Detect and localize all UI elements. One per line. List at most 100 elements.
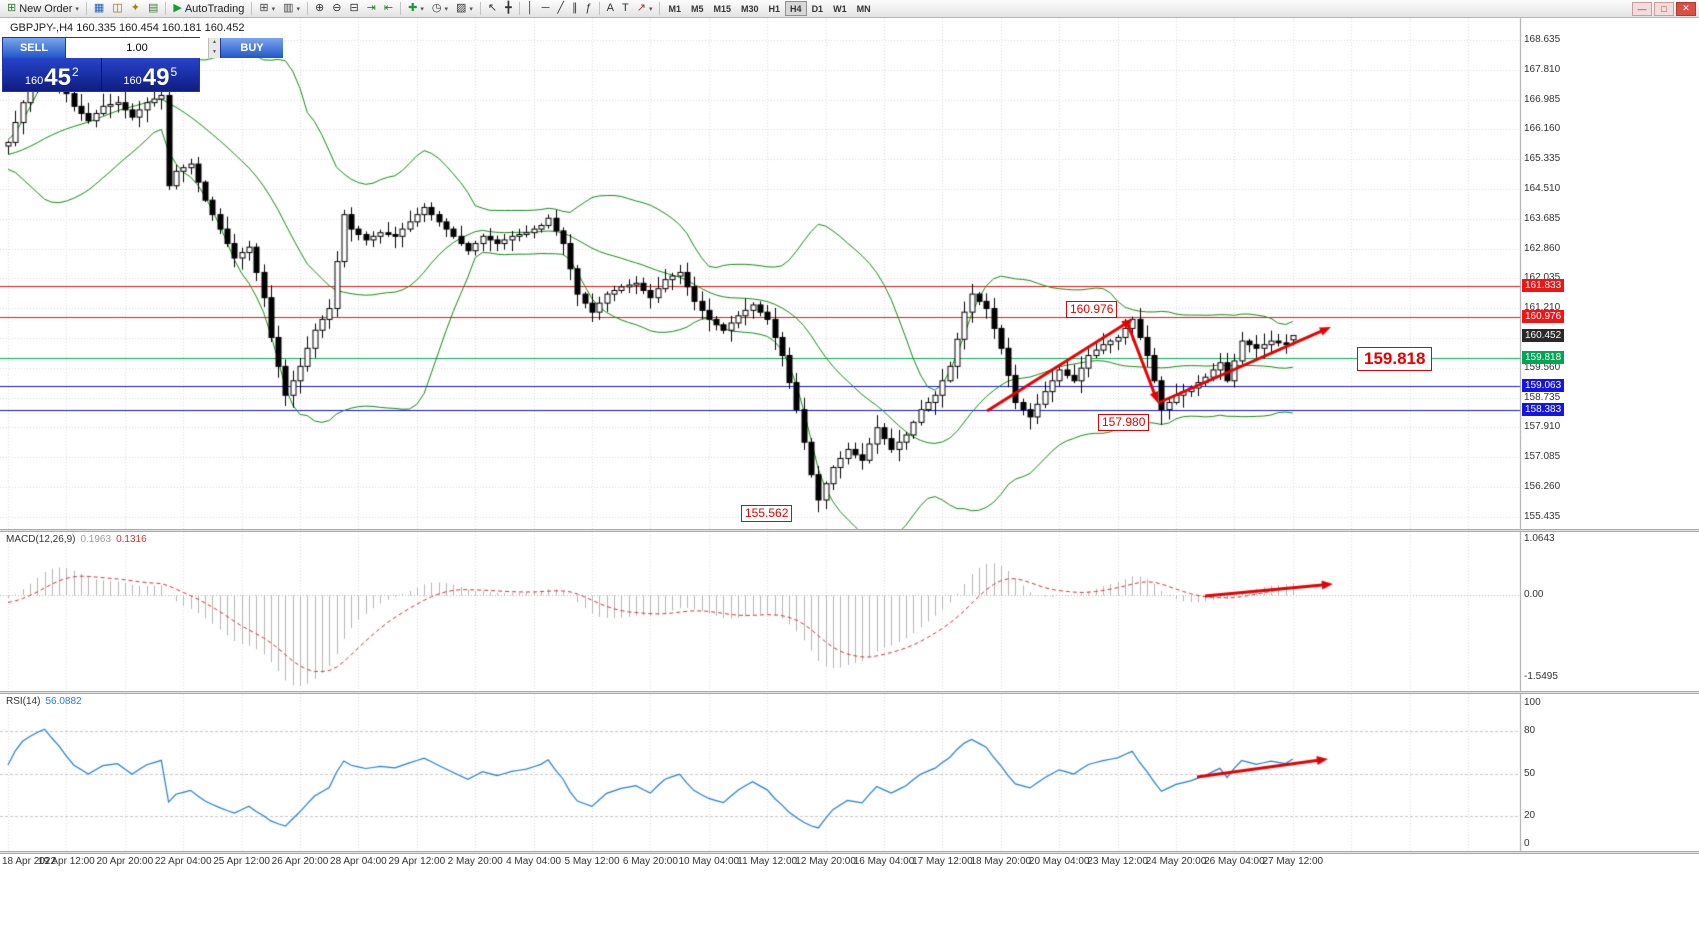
new-order-label: New Order bbox=[19, 2, 73, 15]
pane-separator-timeaxis[interactable] bbox=[0, 851, 1699, 854]
volume-increase-button[interactable]: ▲ bbox=[209, 38, 220, 48]
volume-spinbox: ▲ ▼ bbox=[65, 38, 221, 58]
timeframe-m30-button[interactable]: M30 bbox=[736, 1, 764, 16]
price-axis-label: 166.160 bbox=[1524, 123, 1561, 135]
chart-annotation: 155.562 bbox=[741, 505, 793, 522]
chart-annotation: 159.818 bbox=[1357, 347, 1433, 371]
auto-scroll-button[interactable]: ⇥ bbox=[363, 1, 380, 17]
vertical-line-button[interactable]: │ bbox=[523, 1, 538, 17]
rsi-axis-label: 80 bbox=[1524, 725, 1536, 737]
pane-separator-macd[interactable] bbox=[0, 529, 1699, 532]
timeframe-m15-button[interactable]: M15 bbox=[709, 1, 737, 16]
macd-name: MACD(12,26,9) bbox=[6, 534, 76, 545]
templates-icon: ▨ bbox=[455, 2, 467, 14]
periods-button[interactable]: ◷ ▾ bbox=[428, 1, 452, 17]
cursor-button[interactable]: ↖ bbox=[484, 1, 501, 17]
price-axis-label: 164.510 bbox=[1524, 182, 1561, 194]
rsi-value: 56.0882 bbox=[45, 696, 82, 707]
price-axis-label: 161.210 bbox=[1524, 302, 1561, 314]
price-axis-label: 167.810 bbox=[1524, 63, 1561, 75]
toolbar-separator bbox=[518, 2, 520, 15]
tile-windows-button[interactable]: ⊟ bbox=[345, 1, 362, 17]
chevron-down-icon: ▾ bbox=[469, 5, 473, 13]
minimize-button[interactable]: — bbox=[1632, 1, 1652, 16]
price-axis-label: 157.910 bbox=[1524, 421, 1561, 433]
zoom-in-button[interactable]: ⊕ bbox=[311, 1, 328, 17]
chevron-down-icon: ▾ bbox=[648, 5, 653, 13]
navigator-icon: ✦ bbox=[130, 2, 140, 14]
timeframe-w1-button[interactable]: W1 bbox=[828, 1, 852, 16]
buy-button[interactable]: BUY bbox=[221, 38, 283, 58]
time-axis-label: 20 Apr 20:00 bbox=[96, 856, 154, 867]
profiles-button[interactable]: ▥ ▾ bbox=[279, 1, 304, 17]
rsi-axis-label: 100 bbox=[1524, 697, 1541, 708]
vertical-line-icon: │ bbox=[526, 2, 534, 14]
chart-annotation: 160.976 bbox=[1066, 301, 1118, 318]
timeframe-h4-button[interactable]: H4 bbox=[785, 1, 807, 16]
toolbar-separator bbox=[85, 2, 87, 15]
timeframe-d1-button[interactable]: D1 bbox=[807, 1, 829, 16]
macd-axis-label: 0.00 bbox=[1524, 589, 1544, 601]
toolbar-separator bbox=[479, 2, 481, 15]
close-button[interactable]: ✕ bbox=[1676, 1, 1696, 16]
toolbar-separator bbox=[598, 2, 600, 15]
navigator-button[interactable]: ✦ bbox=[127, 1, 144, 17]
terminal-button[interactable]: ▤ bbox=[144, 1, 162, 17]
data-window-button[interactable]: ◫ bbox=[108, 1, 126, 17]
ask-price-display: 160 49 5 bbox=[102, 58, 200, 91]
text-button[interactable]: A bbox=[603, 1, 618, 17]
window-controls: — □ ✕ bbox=[1632, 1, 1696, 16]
data-window-icon: ◫ bbox=[112, 2, 123, 14]
cursor-icon: ↖ bbox=[487, 2, 498, 14]
macd-signal-value: 0.1316 bbox=[116, 534, 147, 545]
autotrading-button[interactable]: ▶ AutoTrading bbox=[169, 1, 248, 17]
volume-input[interactable] bbox=[66, 38, 208, 58]
rsi-name: RSI(14) bbox=[6, 696, 41, 707]
chart-shift-button[interactable]: ⇤ bbox=[380, 1, 397, 17]
new-order-button[interactable]: ⊞ New Order ▾ bbox=[3, 1, 83, 17]
volume-decrease-button[interactable]: ▼ bbox=[209, 48, 220, 58]
rsi-label: RSI(14) 56.0882 bbox=[6, 696, 87, 707]
timeframe-m5-button[interactable]: M5 bbox=[686, 1, 709, 16]
macd-main-value: 0.1963 bbox=[80, 534, 112, 545]
zoom-out-icon: ⊖ bbox=[332, 2, 342, 14]
chevron-down-icon: ▾ bbox=[296, 5, 301, 13]
pane-separator-rsi[interactable] bbox=[0, 691, 1699, 694]
indicators-button[interactable]: ✚ ▾ bbox=[404, 1, 428, 17]
new-chart-button[interactable]: ⊞ ▾ bbox=[255, 1, 279, 17]
price-axis-label: 156.260 bbox=[1524, 480, 1561, 492]
toolbar-separator bbox=[165, 2, 167, 15]
price-divider bbox=[100, 58, 102, 91]
time-axis-label: 27 May 12:00 bbox=[1262, 856, 1324, 867]
market-watch-button[interactable]: ▦ bbox=[90, 1, 108, 17]
time-axis-label: 23 May 12:00 bbox=[1087, 856, 1148, 867]
text-label-button[interactable]: T bbox=[618, 1, 633, 17]
sell-button[interactable]: SELL bbox=[3, 38, 65, 58]
price-axis-label: 165.335 bbox=[1524, 153, 1561, 165]
price-axis-marker: 161.833 bbox=[1522, 278, 1565, 292]
macd-axis-label: 1.0643 bbox=[1524, 533, 1555, 544]
timeframe-mn-button[interactable]: MN bbox=[852, 1, 876, 16]
arrows-button[interactable]: ↗ ▾ bbox=[633, 1, 657, 17]
price-axis-marker: 159.063 bbox=[1522, 378, 1565, 392]
one-click-price-row: 160 45 2 160 49 5 bbox=[3, 58, 199, 91]
horizontal-line-button[interactable]: ─ bbox=[538, 1, 554, 17]
equidistant-channel-button[interactable]: ∥ bbox=[568, 1, 582, 17]
templates-button[interactable]: ▨ ▾ bbox=[452, 1, 477, 17]
ask-prefix: 160 bbox=[123, 75, 142, 87]
restore-button[interactable]: □ bbox=[1654, 1, 1674, 16]
trendline-button[interactable]: ╱ bbox=[553, 1, 568, 17]
price-axis-label: 162.860 bbox=[1524, 242, 1561, 254]
timeframe-m1-button[interactable]: M1 bbox=[663, 1, 686, 16]
zoom-out-button[interactable]: ⊖ bbox=[328, 1, 345, 17]
crosshair-button[interactable]: ╋ bbox=[501, 1, 516, 17]
equidistant-channel-icon: ∥ bbox=[572, 2, 578, 14]
price-axis-label: 158.735 bbox=[1524, 391, 1561, 403]
chart-shift-icon: ⇤ bbox=[383, 2, 394, 14]
time-axis-label: 12 May 20:00 bbox=[795, 856, 856, 867]
bid-pipette: 2 bbox=[71, 65, 79, 79]
timeframe-h1-button[interactable]: H1 bbox=[764, 1, 786, 16]
fibonacci-button[interactable]: ƒ bbox=[582, 1, 596, 17]
